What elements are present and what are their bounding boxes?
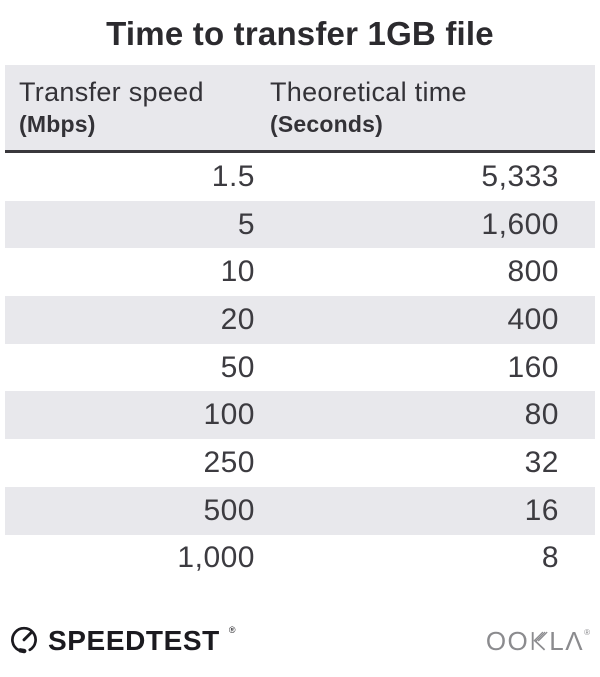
ookla-hatched-k-icon [529, 631, 549, 651]
column-label: Theoretical time [270, 77, 467, 107]
speed-cell: 100 [203, 398, 255, 432]
table-row: 1.5 5,333 [5, 153, 595, 201]
table-header-row: Transfer speed (Mbps) Theoretical time (… [5, 65, 595, 153]
speed-cell: 1.5 [211, 159, 255, 193]
time-cell: 160 [507, 350, 559, 384]
time-cell: 80 [524, 398, 559, 432]
time-cell: 800 [507, 255, 559, 289]
speedometer-gauge-icon [8, 623, 40, 660]
time-cell: 8 [541, 541, 559, 575]
transfer-time-table: Transfer speed (Mbps) Theoretical time (… [5, 65, 595, 582]
speed-cell: 50 [220, 350, 255, 384]
table-row: 10 800 [5, 248, 595, 296]
speedtest-wordmark: SPEEDTEST [48, 625, 220, 657]
time-cell: 1,600 [481, 207, 559, 241]
time-cell: 400 [507, 302, 559, 336]
speed-cell: 500 [203, 493, 255, 527]
speed-cell: 10 [220, 255, 255, 289]
table-row: 100 80 [5, 391, 595, 440]
column-unit: (Mbps) [19, 111, 96, 137]
speed-cell: 5 [237, 207, 255, 241]
registered-trademark-symbol: ® [228, 624, 236, 635]
footer: SPEEDTEST ® OO LΛ ® [8, 624, 592, 658]
speedtest-logo: SPEEDTEST ® [8, 623, 236, 660]
time-cell: 5,333 [481, 159, 559, 193]
page-title: Time to transfer 1GB file [106, 15, 494, 52]
ookla-logo: OO LΛ ® [486, 626, 590, 657]
table-row: 1,000 8 [5, 535, 595, 583]
table-row: 50 160 [5, 344, 595, 392]
table-row: 5 1,600 [5, 200, 595, 249]
table-row: 500 16 [5, 486, 595, 535]
speed-cell: 20 [220, 302, 255, 336]
speed-cell: 1,000 [177, 541, 255, 575]
time-cell: 32 [524, 445, 559, 479]
column-unit: (Seconds) [270, 111, 383, 137]
table-row: 250 32 [5, 439, 595, 487]
table-body: 1.5 5,333 5 1,600 10 800 20 400 50 160 1… [5, 153, 595, 582]
table-row: 20 400 [5, 296, 595, 344]
column-header-transfer-speed: Transfer speed (Mbps) [5, 75, 265, 139]
ookla-wordmark-left: OO [485, 625, 530, 656]
column-header-theoretical-time: Theoretical time (Seconds) [265, 75, 595, 139]
ookla-wordmark-right: LΛ [549, 625, 585, 656]
registered-trademark-symbol: ® [584, 627, 590, 637]
column-label: Transfer speed [19, 77, 204, 107]
time-cell: 16 [524, 493, 559, 527]
speed-cell: 250 [203, 445, 255, 479]
